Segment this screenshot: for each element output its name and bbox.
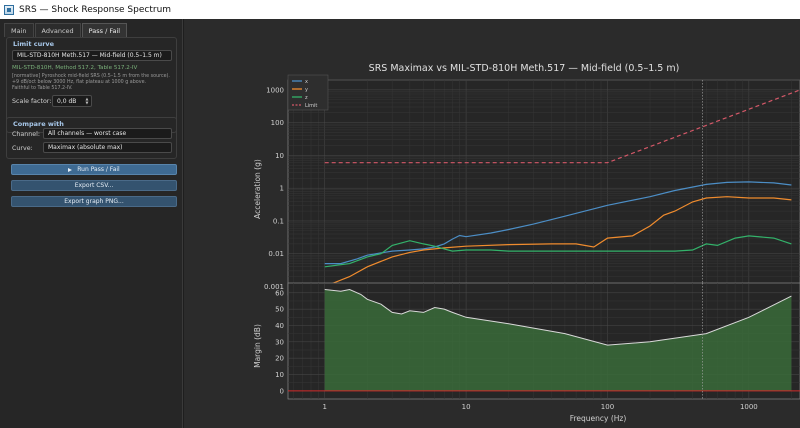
curve-select[interactable]: Maximax (absolute max): [43, 142, 172, 153]
margin-area: [324, 289, 792, 391]
limit-source-text: MIL-STD-810H, Method 517.2, Table 517.2-…: [12, 65, 138, 71]
scale-factor-label: Scale factor:: [12, 98, 52, 105]
app-icon: [4, 4, 14, 15]
channel-label: Channel:: [12, 131, 40, 138]
scale-factor-spinbox[interactable]: 0,0 dB ▲ ▼: [52, 95, 92, 107]
margin-line: [324, 288, 792, 346]
tab-main[interactable]: Main: [4, 23, 34, 37]
limit-note-line-1: [normative] Pyroshock mid-field SRS (0.5…: [12, 74, 170, 79]
curve-label: Curve:: [12, 145, 33, 152]
tab-bar: Main Advanced Pass / Fail: [4, 23, 128, 37]
export-graph-button[interactable]: Export graph PNG...: [11, 196, 177, 207]
margin-x-ticks: 1 10 100 1000: [322, 403, 757, 411]
srs-series: [324, 80, 800, 295]
margin-y-tick-label: 20: [275, 355, 284, 363]
srs-series-limit: [324, 89, 800, 164]
run-pass-fail-button[interactable]: Run Pass / Fail: [11, 164, 177, 175]
legend-label-y: y: [305, 87, 308, 93]
srs-y-tick-label: 100: [271, 119, 284, 127]
limit-curve-group: Limit curve MIL-STD-810H Meth.517 — Mid-…: [6, 37, 177, 133]
srs-grid: [288, 79, 800, 295]
srs-y-axis-label: Acceleration (g): [253, 159, 262, 219]
srs-axes-frame: [287, 79, 800, 296]
srs-y-tick-label: 0.1: [273, 217, 284, 225]
legend-label-x: x: [305, 79, 308, 85]
x-axis-label: Frequency (Hz): [570, 414, 627, 423]
margin-y-tick-label: 0: [280, 387, 284, 395]
limit-curve-select[interactable]: MIL-STD-810H Meth.517 — Mid-field (0.5–1…: [12, 50, 172, 61]
legend-label-limit: Limit: [305, 103, 317, 109]
compare-title: Compare with: [13, 120, 64, 128]
x-tick-label: 1000: [740, 403, 758, 411]
srs-y-tick-label: 10: [275, 152, 284, 160]
srs-y-ticks: 1000 100 10 1 0.1 0.01 0.001: [264, 86, 284, 291]
tab-advanced[interactable]: Advanced: [34, 23, 81, 37]
srs-y-tick-label: 0.01: [268, 250, 284, 258]
x-tick-label: 1: [322, 403, 326, 411]
srs-y-tick-label: 1: [280, 185, 284, 193]
limit-curve-title: Limit curve: [13, 40, 55, 48]
limit-note-line-3: Faithful to Table 517.2-IV.: [12, 86, 73, 91]
scale-factor-value: 0,0 dB: [57, 97, 77, 105]
export-csv-button[interactable]: Export CSV...: [11, 180, 177, 191]
x-tick-label: 10: [462, 403, 471, 411]
channel-select[interactable]: All channels — worst case: [43, 128, 172, 139]
srs-y-tick-label: 0.001: [264, 283, 284, 291]
margin-y-tick-label: 50: [275, 306, 284, 314]
margin-series: [288, 283, 800, 399]
window-title-bar: SRS — Shock Response Spectrum: [0, 0, 800, 19]
srs-legend: x y z Limit: [287, 74, 329, 111]
compare-group: Compare with Channel: All channels — wor…: [6, 117, 177, 159]
window-title: SRS — Shock Response Spectrum: [19, 4, 172, 15]
control-panel: Main Advanced Pass / Fail Limit curve MI…: [0, 19, 183, 428]
margin-y-tick-label: 40: [275, 322, 284, 330]
margin-y-tick-label: 30: [275, 338, 284, 346]
margin-y-tick-label: 10: [275, 371, 284, 379]
margin-y-axis-label: Margin (dB): [253, 324, 262, 368]
run-pass-fail-label: Run Pass / Fail: [77, 166, 120, 173]
legend-label-z: z: [305, 95, 308, 101]
srs-series-x: [324, 181, 792, 265]
srs-series-y: [324, 196, 792, 288]
chart-title: SRS Maximax vs MIL-STD-810H Meth.517 — M…: [369, 63, 680, 74]
srs-chart: SRS Maximax vs MIL-STD-810H Meth.517 — M…: [253, 63, 800, 423]
spin-arrows-icon[interactable]: ▲ ▼: [85, 96, 89, 105]
x-tick-label: 100: [601, 403, 614, 411]
play-icon: [68, 167, 73, 172]
plot-area: SRS Maximax vs MIL-STD-810H Meth.517 — M…: [184, 19, 800, 428]
srs-series-z: [324, 235, 792, 268]
srs-y-tick-label: 1000: [266, 86, 284, 94]
tab-pass-fail[interactable]: Pass / Fail: [81, 23, 128, 37]
margin-y-ticks: 60 50 40 30 20 10 0: [275, 289, 284, 395]
limit-note-line-2: +9 dB/oct below 3000 Hz, flat plateau at…: [12, 80, 147, 85]
margin-y-tick-label: 60: [275, 289, 284, 297]
